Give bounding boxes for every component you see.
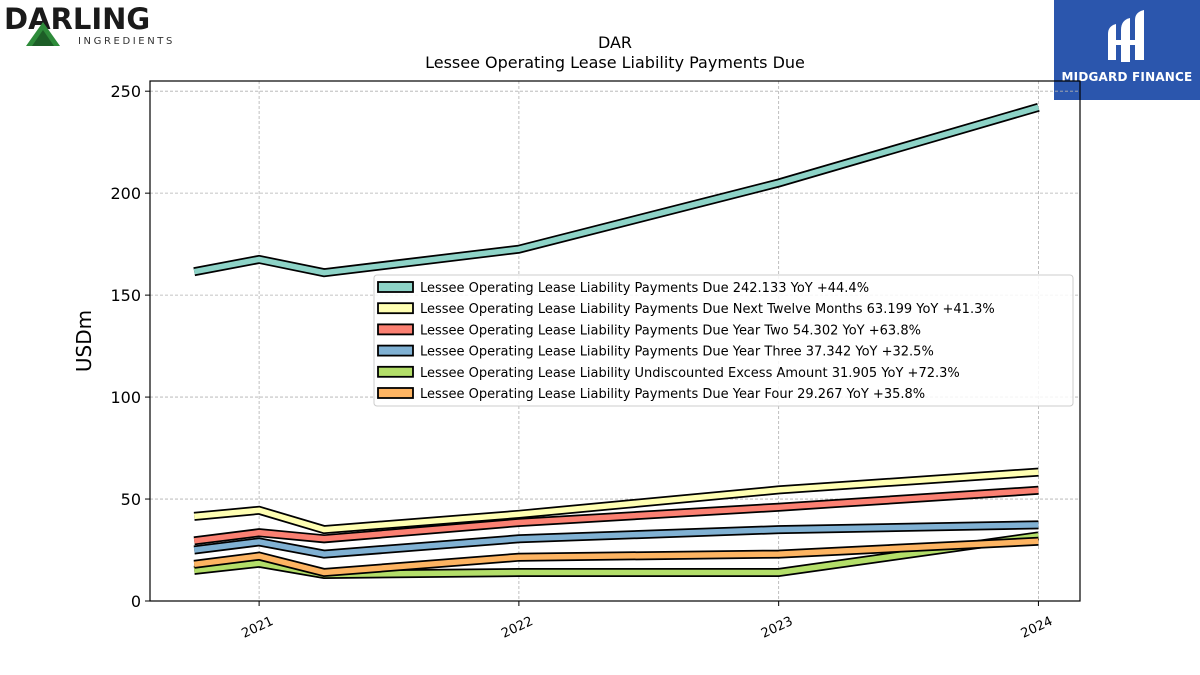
y-tick-label: 200: [110, 184, 141, 203]
darling-logo: DARLING INGREDIENTS: [4, 2, 175, 48]
legend-swatch-1: [377, 302, 414, 315]
legend-entry-2: Lessee Operating Lease Liability Payment…: [420, 323, 921, 338]
midgard-logo: MIDGARD FINANCE: [1054, 0, 1200, 100]
y-tick-label: 250: [110, 82, 141, 101]
legend-entry-4: Lessee Operating Lease Liability Undisco…: [420, 366, 960, 381]
legend-swatch-2: [377, 323, 414, 336]
chart-subtitle: Lessee Operating Lease Liability Payment…: [425, 53, 805, 72]
chart-title: DAR: [598, 33, 632, 52]
x-tick-label: 2021: [239, 614, 275, 642]
legend-swatch-0: [377, 281, 414, 293]
y-tick-label: 0: [131, 592, 141, 611]
series-line-4: [193, 533, 1039, 578]
series-line-2: [193, 487, 1039, 544]
legend-entry-5: Lessee Operating Lease Liability Payment…: [420, 387, 925, 402]
x-tick-label: 2022: [499, 614, 535, 642]
plot-frame: [149, 80, 1081, 602]
x-tick-label: 2023: [759, 614, 795, 642]
series-line-1: [193, 469, 1039, 533]
legend-entry-1: Lessee Operating Lease Liability Payment…: [420, 302, 995, 317]
publisher-name: MIDGARD FINANCE: [1061, 70, 1193, 84]
y-axis-label: USDm: [72, 310, 96, 372]
legend-box: [373, 274, 1074, 407]
logo-wordmark: DARLING: [4, 2, 151, 36]
legend-entry-0: Lessee Operating Lease Liability Payment…: [420, 281, 869, 296]
y-tick-label: 100: [110, 388, 141, 407]
midgard-emblem-icon: [1108, 10, 1144, 62]
series-line-outline-0: [193, 102, 1040, 278]
y-tick-label: 150: [110, 286, 141, 305]
legend-swatch-5: [377, 387, 414, 399]
series-line-3: [193, 522, 1039, 557]
legend-swatch-4: [377, 365, 414, 378]
legend-swatch-3: [377, 344, 414, 357]
x-tick-label: 2024: [1019, 614, 1055, 642]
logo-triangle-icon: [26, 22, 60, 46]
series-line-0: [193, 104, 1040, 276]
logo-subtext: INGREDIENTS: [78, 36, 175, 47]
y-tick-label: 50: [121, 490, 141, 509]
legend-entry-3: Lessee Operating Lease Liability Payment…: [420, 345, 934, 360]
series-line-5: [193, 538, 1039, 576]
